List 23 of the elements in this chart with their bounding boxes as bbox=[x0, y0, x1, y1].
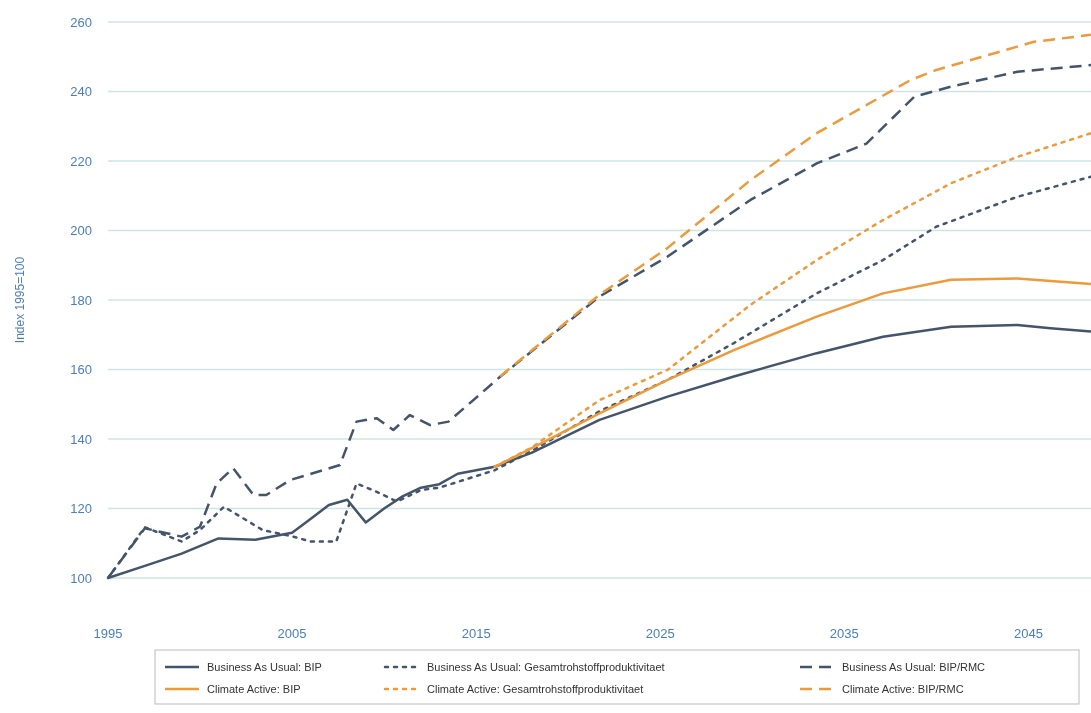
y-tick-label: 140 bbox=[70, 431, 92, 447]
y-tick-label: 100 bbox=[70, 570, 92, 586]
legend-label: Business As Usual: Gesamtrohstoffproduktivitaet bbox=[427, 660, 665, 673]
legend-label: Climate Active: BIP/RMC bbox=[842, 682, 964, 695]
y-tick-label: 180 bbox=[70, 292, 92, 308]
legend-label: Business As Usual: BIP bbox=[207, 660, 322, 673]
x-tick-label: 2015 bbox=[461, 626, 491, 641]
x-tick-label: 2005 bbox=[277, 626, 307, 641]
y-tick-label: 220 bbox=[70, 153, 92, 169]
x-tick-label: 1995 bbox=[93, 626, 123, 641]
y-tick-label: 160 bbox=[70, 362, 92, 378]
x-tick-label: 2025 bbox=[645, 626, 675, 641]
legend-label: Climate Active: Gesamtrohstoffproduktivitaet bbox=[427, 682, 644, 695]
legend-label: Climate Active: BIP bbox=[207, 682, 301, 695]
x-tick-label: 2045 bbox=[1013, 626, 1043, 641]
x-tick-label: 2035 bbox=[829, 626, 859, 641]
y-tick-label: 200 bbox=[70, 223, 92, 239]
legend-label: Business As Usual: BIP/RMC bbox=[842, 660, 986, 673]
y-tick-label: 120 bbox=[70, 501, 92, 517]
line-series bbox=[498, 33, 1091, 378]
y-tick-label: 260 bbox=[70, 14, 92, 30]
y-axis-title: Index 1995=100 bbox=[13, 256, 27, 344]
y-tick-label: 240 bbox=[70, 84, 92, 100]
